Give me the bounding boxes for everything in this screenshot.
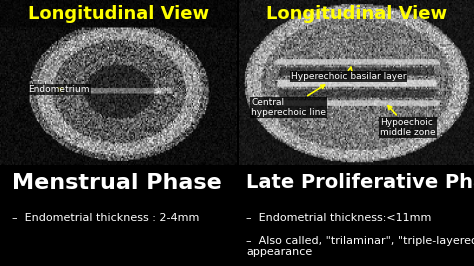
Text: Longitudinal View: Longitudinal View [28,5,209,23]
Text: Hyperechoic basilar layer: Hyperechoic basilar layer [291,67,407,81]
Text: –  Endometrial thickness:<11mm: – Endometrial thickness:<11mm [246,213,432,223]
Text: Longitudinal View: Longitudinal View [266,5,447,23]
Text: Hypoechoic
middle zone: Hypoechoic middle zone [380,106,436,137]
Text: Late Proliferative Phase: Late Proliferative Phase [246,173,474,192]
Text: –  Also called, "trilaminar", "triple-layered"
appearance: – Also called, "trilaminar", "triple-lay… [246,236,474,257]
Text: Central
hyperechoic line: Central hyperechoic line [251,85,326,118]
Text: Endometrium: Endometrium [28,85,90,94]
Text: Menstrual Phase: Menstrual Phase [12,173,222,193]
Text: –  Endometrial thickness : 2-4mm: – Endometrial thickness : 2-4mm [12,213,199,223]
